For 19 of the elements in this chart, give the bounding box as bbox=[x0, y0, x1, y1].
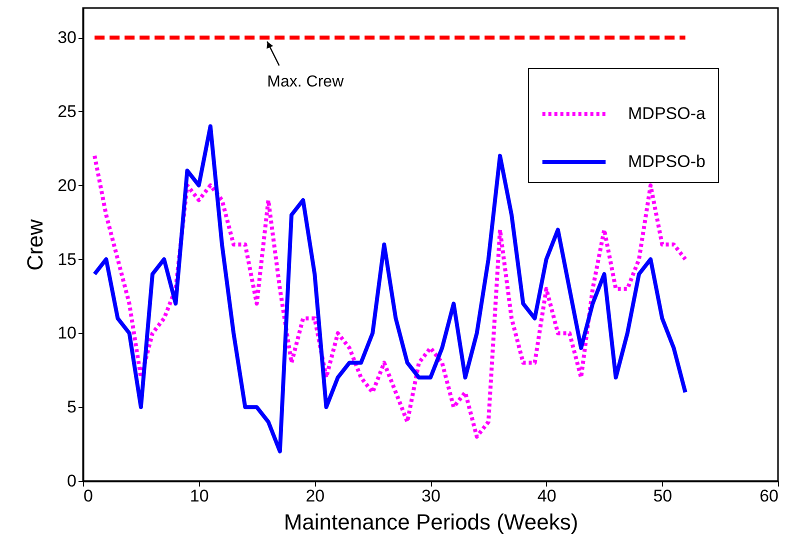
legend-label: MDPSO-b bbox=[628, 152, 706, 171]
y-tick-label: 15 bbox=[58, 250, 76, 269]
y-tick-label: 0 bbox=[67, 472, 76, 490]
ref-line-label: Max. Crew bbox=[267, 74, 344, 91]
y-tick-label: 20 bbox=[58, 176, 76, 195]
x-tick-label: 60 bbox=[760, 486, 778, 506]
x-tick-label: 40 bbox=[537, 486, 556, 506]
legend-label: MDPSO-a bbox=[628, 104, 706, 123]
x-tick-label: 0 bbox=[84, 486, 93, 506]
x-tick-label: 10 bbox=[190, 486, 209, 506]
y-tick-label: 10 bbox=[58, 324, 76, 343]
x-tick-label: 50 bbox=[653, 486, 672, 506]
y-axis-title: Crew bbox=[22, 219, 48, 271]
x-tick-label: 30 bbox=[422, 486, 440, 506]
y-tick-label: 30 bbox=[58, 28, 76, 48]
y-tick-label: 5 bbox=[67, 398, 76, 417]
x-tick-label: 20 bbox=[306, 486, 325, 506]
y-tick-label: 25 bbox=[58, 102, 76, 121]
x-axis-title: Maintenance Periods (Weeks) bbox=[284, 510, 578, 534]
